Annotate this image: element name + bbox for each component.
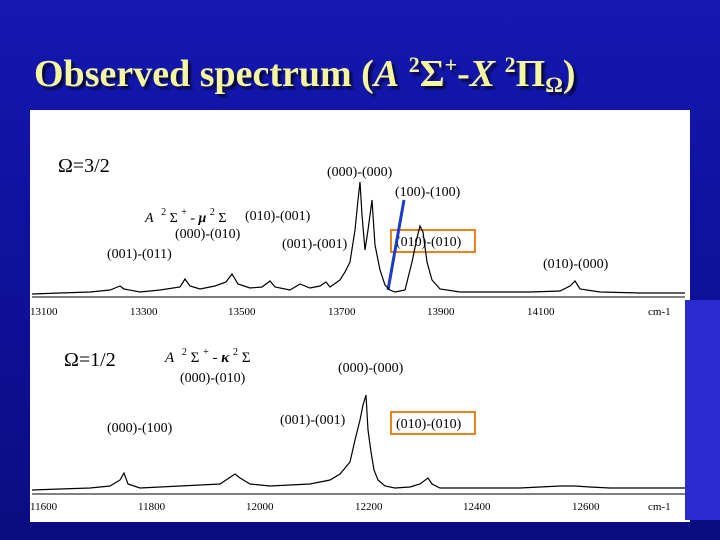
- spectrum-trace-top: [31, 181, 685, 295]
- omega-label-bottom: Ω=1/2: [64, 349, 116, 371]
- label-top-000-010: (000)-(010): [175, 227, 241, 242]
- label-top-000-000: (000)-(000): [327, 165, 393, 180]
- tick-bottom-1: 11800: [138, 501, 166, 513]
- title-sup2: 2: [504, 52, 516, 77]
- tick-top-2: 13500: [228, 306, 256, 318]
- right-strip: [685, 300, 720, 520]
- tick-top-4: 13900: [427, 306, 455, 318]
- label-top-001-011: (001)-(011): [107, 247, 172, 262]
- tick-bottom-5: 12600: [572, 501, 600, 513]
- title-sup: 2: [408, 52, 420, 77]
- highlight-box-bottom: [390, 411, 476, 435]
- label-bottom-010-010: (010)-(010): [396, 417, 462, 432]
- title-state-a: A: [373, 53, 400, 95]
- tick-top-1: 13300: [130, 306, 158, 318]
- label-top-010-010: (010)-(010): [396, 235, 462, 250]
- ticks-top: 13100 13300 13500 13700 13900 14100 cm-1: [30, 306, 671, 318]
- label-bottom-000-000: (000)-(000): [338, 361, 404, 376]
- title-omega: Ω: [545, 72, 563, 97]
- title-plus: +: [444, 52, 458, 77]
- highlight-box-top: [390, 229, 476, 253]
- label-top-010-000: (010)-(000): [543, 257, 609, 272]
- title-sigma: Σ: [419, 53, 445, 95]
- unit-bottom: cm-1: [648, 501, 671, 513]
- tick-bottom-3: 12200: [355, 501, 383, 513]
- title-state-x: X: [469, 53, 496, 95]
- slide-title: Observed spectrum ( A 2Σ+ - X 2ΠΩ ): [34, 52, 694, 108]
- tick-bottom-4: 12400: [463, 501, 491, 513]
- label-top-001-001: (001)-(001): [282, 237, 348, 252]
- perturber-bottom: A 2 Σ + - κ 2 Σ: [164, 343, 250, 366]
- ticks-bottom: 11600 11800 12000 12200 12400 12600 cm-1: [30, 501, 671, 513]
- title-close: ): [562, 53, 576, 95]
- tick-top-0: 13100: [30, 306, 58, 318]
- title-pi: Π: [515, 53, 546, 95]
- spectrum-figure: [30, 110, 720, 522]
- tick-top-3: 13700: [328, 306, 356, 318]
- unit-top: cm-1: [648, 306, 671, 318]
- marker-arrow: [386, 199, 406, 291]
- label-top-100-100: (100)-(100): [395, 185, 461, 200]
- title-dash: -: [457, 53, 470, 95]
- perturber-top: A 2 Σ + - μ 2 Σ: [144, 204, 226, 226]
- label-bottom-001-001: (001)-(001): [280, 413, 346, 428]
- title-text: Observed spectrum (: [34, 53, 374, 95]
- omega-label-top: Ω=3/2: [58, 155, 110, 177]
- spectrum-trace-bottom: [31, 394, 685, 491]
- tick-bottom-2: 12000: [246, 501, 274, 513]
- label-bottom-000-010: (000)-(010): [180, 371, 246, 386]
- tick-top-5: 14100: [527, 306, 555, 318]
- label-top-010-001: (010)-(001): [245, 209, 311, 224]
- label-bottom-000-100: (000)-(100): [107, 421, 173, 436]
- tick-bottom-0: 11600: [30, 501, 58, 513]
